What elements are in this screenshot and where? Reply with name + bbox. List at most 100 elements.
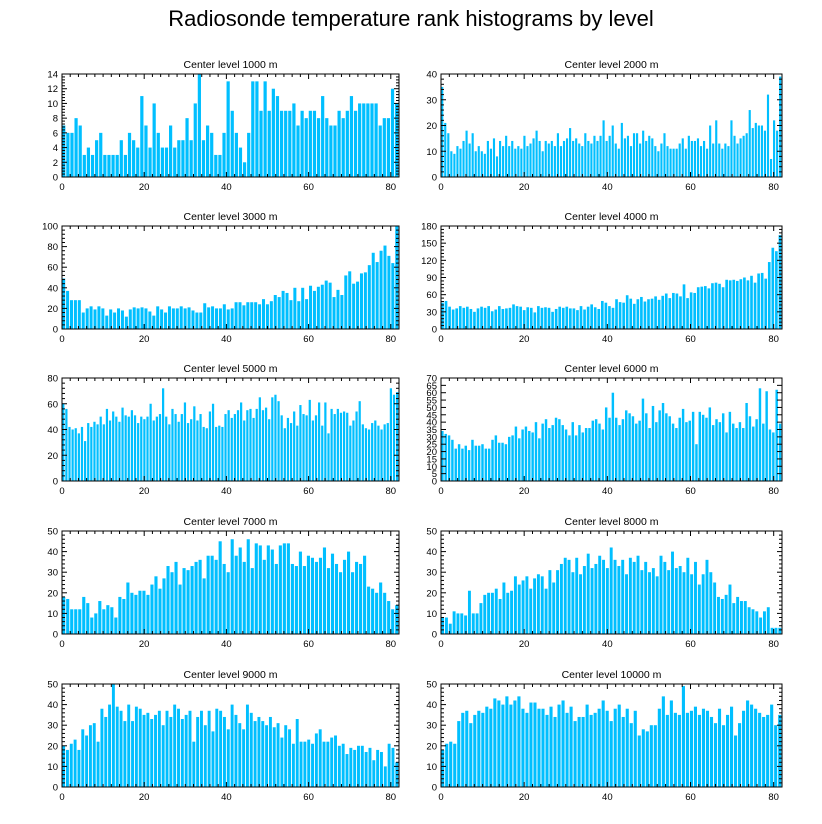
histogram-bar (271, 88, 275, 177)
histogram-bar (202, 426, 205, 481)
histogram-bar (675, 428, 678, 481)
histogram-bar (778, 714, 782, 787)
histogram-bar (673, 712, 677, 787)
histogram-bar (376, 749, 380, 787)
histogram-bar (614, 417, 618, 481)
histogram-bar (255, 408, 258, 481)
histogram-bar (242, 729, 246, 787)
histogram-bar (775, 389, 778, 481)
histogram-bar (529, 588, 533, 634)
histogram-bar (455, 308, 459, 329)
histogram-bar (668, 416, 671, 481)
histogram-bar (668, 298, 672, 329)
histogram-bar (283, 428, 286, 481)
histogram-bar (322, 741, 326, 787)
x-tick-label: 60 (685, 182, 696, 193)
histogram-bar (725, 279, 728, 329)
histogram-bar (146, 712, 150, 787)
histogram-bar (226, 309, 230, 329)
histogram-bar (227, 410, 230, 481)
histogram-bar (572, 308, 576, 329)
histogram-bar (387, 743, 391, 787)
histogram-bar (124, 316, 128, 329)
histogram-bar (107, 154, 111, 177)
histogram-bar (459, 148, 462, 177)
histogram-bar (288, 729, 292, 787)
histogram-bar (81, 312, 85, 329)
histogram-bar (358, 103, 362, 177)
histogram-bar (611, 307, 615, 329)
histogram-bar (277, 297, 281, 329)
histogram-bar (215, 426, 218, 481)
histogram-bar (552, 582, 556, 634)
histogram-bar (687, 135, 690, 177)
histogram-bar (681, 138, 684, 178)
histogram-bar (604, 407, 608, 481)
histogram-bar (717, 708, 722, 787)
histogram-bar (628, 557, 632, 634)
panel-title: Center level 2000 m (565, 59, 659, 71)
x-tick-label: 0 (59, 639, 64, 650)
histogram-bar (556, 133, 559, 177)
histogram-bar (73, 739, 77, 787)
histogram-bar (464, 615, 468, 634)
histogram-bar (243, 420, 246, 481)
histogram-bar (609, 721, 613, 787)
histogram-bar (184, 714, 188, 787)
histogram-bar (709, 125, 712, 177)
y-tick-label: 20 (426, 121, 437, 132)
histogram-bar (267, 110, 271, 177)
histogram-bar (152, 420, 155, 481)
histogram-bar (735, 428, 738, 481)
histogram-bar (134, 706, 138, 787)
histogram-bar (689, 292, 693, 329)
x-tick-label: 60 (685, 792, 696, 803)
y-tick-label: 2 (53, 158, 58, 169)
histogram-bar (635, 423, 638, 481)
histogram-bar (118, 596, 122, 634)
histogram-bar (644, 561, 648, 634)
histogram-bar (314, 733, 318, 787)
x-tick-label: 40 (221, 792, 232, 803)
histogram-bar (474, 151, 477, 177)
x-tick-label: 0 (438, 334, 443, 345)
histogram-bar (77, 749, 81, 787)
histogram-bar (253, 721, 257, 787)
histogram-bar (671, 423, 675, 481)
histogram-bar (308, 399, 311, 481)
x-tick-label: 20 (519, 639, 530, 650)
histogram-bar (441, 430, 444, 481)
histogram-bar (311, 743, 314, 787)
histogram-bar (309, 285, 313, 329)
histogram-bar (391, 747, 395, 787)
histogram-bar (712, 143, 715, 177)
histogram-bar (608, 135, 611, 177)
histogram-bar (367, 429, 371, 481)
histogram-bar (324, 402, 327, 481)
histogram-bar (564, 429, 568, 481)
histogram-bar (505, 308, 508, 329)
panel-title: Center level 4000 m (565, 211, 659, 223)
histogram-bar (336, 408, 339, 481)
histogram-bar (672, 292, 675, 329)
histogram-bar (318, 729, 322, 787)
histogram-bar (353, 749, 357, 787)
histogram-bar (100, 708, 104, 787)
histogram-bar (201, 140, 206, 177)
histogram-bar (495, 156, 499, 177)
y-tick-label: 20 (47, 741, 58, 752)
histogram-bar (138, 708, 142, 787)
histogram-bar (650, 298, 654, 329)
histogram-bar (162, 388, 165, 481)
histogram-bar (585, 704, 589, 787)
panel-title: Center level 10000 m (562, 669, 662, 681)
histogram-bar (645, 140, 648, 177)
histogram-bar (363, 272, 367, 329)
histogram-bar (133, 415, 137, 481)
histogram-bar (548, 428, 551, 481)
plot-frame (440, 683, 783, 788)
histogram-bar (569, 706, 573, 787)
histogram-bar (286, 543, 290, 634)
x-tick-label: 80 (385, 792, 396, 803)
histogram-bar (541, 708, 545, 787)
